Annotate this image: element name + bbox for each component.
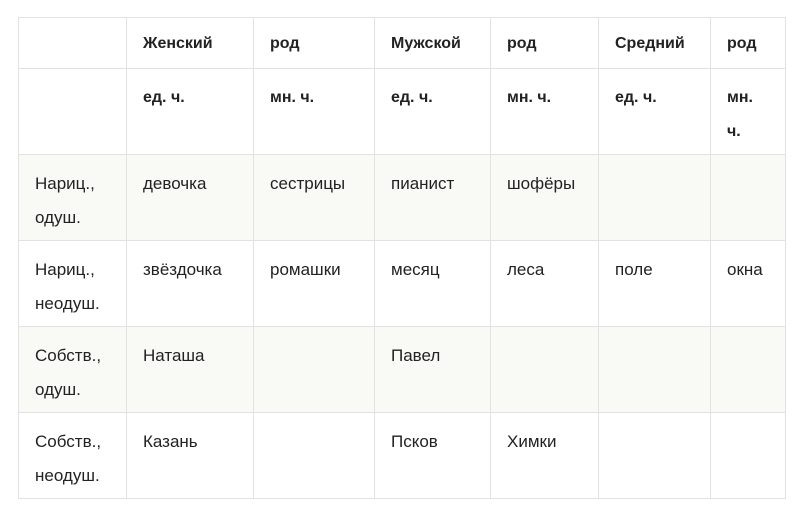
table-cell (598, 412, 711, 499)
table-cell (253, 412, 375, 499)
row-label-cell: Нариц., неодуш. (18, 240, 127, 327)
header-cell: Женский (126, 17, 254, 69)
table-row: Собств., неодуш. Казань Псков Химки (18, 412, 786, 499)
table-cell: шофёры (490, 154, 599, 241)
table-cell: Химки (490, 412, 599, 499)
header-cell: мн. ч. (490, 68, 599, 155)
header-cell: род (253, 17, 375, 69)
table-cell (598, 326, 711, 413)
header-cell (18, 17, 127, 69)
table-cell (710, 412, 786, 499)
header-cell: ед. ч. (126, 68, 254, 155)
table-cell: Павел (374, 326, 491, 413)
table-cell: Наташа (126, 326, 254, 413)
header-cell: мн. ч. (710, 68, 786, 155)
table-row: Собств., одуш. Наташа Павел (18, 326, 786, 413)
table-cell: поле (598, 240, 711, 327)
table-cell (598, 154, 711, 241)
table-cell: месяц (374, 240, 491, 327)
header-cell: ед. ч. (374, 68, 491, 155)
table-row: Нариц., неодуш. звёздочка ромашки месяц леса… (18, 240, 786, 327)
table-cell: леса (490, 240, 599, 327)
row-label-cell: Нариц., одуш. (18, 154, 127, 241)
row-label-cell: Собств., одуш. (18, 326, 127, 413)
header-row-gender: Женский род Мужской род Средний род (18, 17, 786, 69)
header-row-number: ед. ч. мн. ч. ед. ч. мн. ч. ед. ч. мн. ч. (18, 68, 786, 155)
table-cell (253, 326, 375, 413)
gender-number-table: Женский род Мужской род Средний род ед. ч. мн.… (18, 17, 786, 499)
table-cell: Казань (126, 412, 254, 499)
table-cell (710, 154, 786, 241)
row-label-cell: Собств., неодуш. (18, 412, 127, 499)
header-cell: род (490, 17, 599, 69)
table-cell (490, 326, 599, 413)
header-cell: Средний (598, 17, 711, 69)
header-cell (18, 68, 127, 155)
table-cell: звёздочка (126, 240, 254, 327)
header-cell: мн. ч. (253, 68, 375, 155)
header-cell: род (710, 17, 786, 69)
table-cell: окна (710, 240, 786, 327)
table-cell: девочка (126, 154, 254, 241)
table-cell: ромашки (253, 240, 375, 327)
table-cell (710, 326, 786, 413)
table-cell: сестрицы (253, 154, 375, 241)
table-cell: пианист (374, 154, 491, 241)
header-cell: Мужской (374, 17, 491, 69)
table-cell: Псков (374, 412, 491, 499)
table-row: Нариц., одуш. девочка сестрицы пианист шофёр… (18, 154, 786, 241)
header-cell: ед. ч. (598, 68, 711, 155)
